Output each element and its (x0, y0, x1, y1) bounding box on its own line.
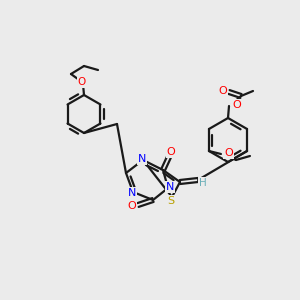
Text: N: N (166, 182, 174, 192)
Text: O: O (219, 86, 227, 96)
Text: O: O (224, 148, 233, 158)
Text: H: H (199, 178, 207, 188)
Text: O: O (232, 100, 241, 110)
Text: N: N (128, 188, 136, 198)
Text: S: S (167, 196, 175, 206)
Text: O: O (78, 77, 86, 87)
Text: O: O (167, 147, 176, 157)
Text: N: N (138, 154, 146, 164)
Text: O: O (128, 201, 136, 211)
